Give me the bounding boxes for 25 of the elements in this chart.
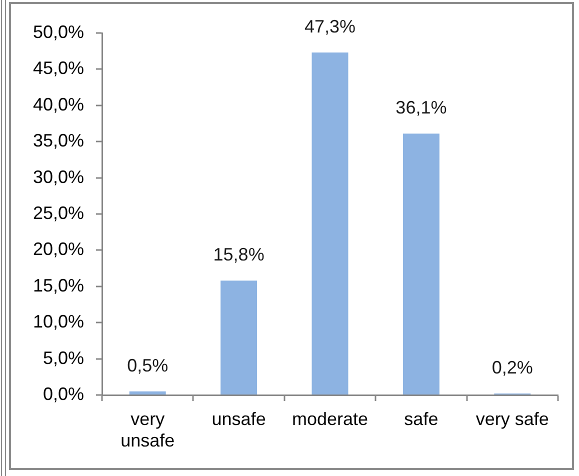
x-tick-label: very safe bbox=[476, 408, 549, 429]
y-tick-label: 10,0% bbox=[32, 312, 84, 332]
y-tick-label: 35,0% bbox=[32, 130, 84, 151]
x-tick-label: very unsafe bbox=[120, 408, 175, 450]
y-tick-label: 30,0% bbox=[32, 166, 84, 187]
data-label: 47,3% bbox=[304, 16, 356, 37]
x-tick-label: unsafe bbox=[212, 408, 266, 429]
y-tick-label: 15,0% bbox=[32, 275, 84, 296]
y-tick-label: 50,0% bbox=[32, 22, 84, 42]
y-tick-label: 0,0% bbox=[42, 384, 84, 404]
y-tick-label: 25,0% bbox=[32, 202, 84, 223]
x-tick-label: moderate bbox=[292, 408, 368, 429]
data-label: 0,5% bbox=[127, 355, 168, 376]
bar bbox=[129, 391, 166, 394]
data-label: 0,2% bbox=[492, 358, 533, 378]
bar bbox=[312, 52, 348, 394]
data-label: 15,8% bbox=[213, 244, 264, 265]
x-tick-label: safe bbox=[404, 408, 438, 429]
y-tick-label: 20,0% bbox=[32, 239, 84, 260]
y-tick-label: 40,0% bbox=[32, 94, 84, 114]
data-label: 36,1% bbox=[396, 98, 447, 118]
y-tick-label: 5,0% bbox=[42, 348, 84, 368]
bar bbox=[220, 280, 258, 394]
bar bbox=[402, 134, 440, 394]
y-tick-label: 45,0% bbox=[32, 58, 84, 78]
